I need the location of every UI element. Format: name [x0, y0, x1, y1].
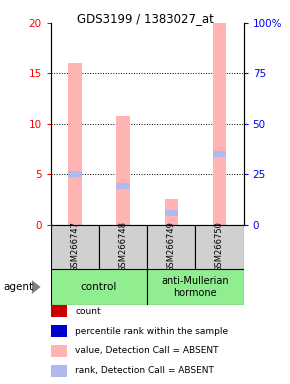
Text: count: count — [75, 306, 101, 316]
Bar — [195, 225, 244, 269]
Text: value, Detection Call = ABSENT: value, Detection Call = ABSENT — [75, 346, 219, 356]
Text: GSM266749: GSM266749 — [167, 221, 176, 272]
Bar — [68, 63, 81, 225]
Bar — [116, 183, 130, 189]
Text: control: control — [81, 282, 117, 292]
Bar — [147, 225, 195, 269]
Bar — [213, 23, 226, 225]
Text: rank, Detection Call = ABSENT: rank, Detection Call = ABSENT — [75, 366, 214, 376]
Text: GDS3199 / 1383027_at: GDS3199 / 1383027_at — [77, 12, 213, 25]
Bar — [68, 171, 81, 177]
Bar — [213, 151, 226, 157]
Text: GSM266750: GSM266750 — [215, 221, 224, 272]
Bar — [51, 225, 99, 269]
Bar — [147, 269, 244, 305]
Text: GSM266747: GSM266747 — [70, 221, 79, 272]
Bar — [164, 199, 178, 225]
Bar — [164, 210, 178, 215]
Text: anti-Mullerian
hormone: anti-Mullerian hormone — [162, 276, 229, 298]
Bar — [51, 269, 147, 305]
Bar — [116, 116, 130, 225]
Text: percentile rank within the sample: percentile rank within the sample — [75, 326, 229, 336]
Text: GSM266748: GSM266748 — [119, 221, 128, 272]
Bar — [99, 225, 147, 269]
Text: agent: agent — [3, 282, 33, 292]
